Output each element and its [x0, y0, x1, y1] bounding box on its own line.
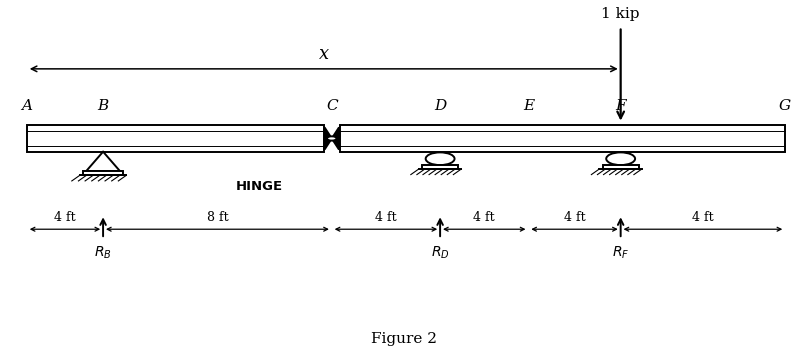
Text: E: E	[523, 99, 534, 113]
FancyBboxPatch shape	[340, 125, 785, 152]
Text: C: C	[326, 99, 338, 113]
Text: x: x	[318, 44, 329, 63]
Circle shape	[606, 153, 635, 165]
Text: B: B	[98, 99, 109, 113]
Bar	[603, 165, 638, 169]
Text: 1 kip: 1 kip	[601, 7, 640, 21]
Polygon shape	[332, 127, 339, 150]
Circle shape	[327, 136, 337, 141]
FancyBboxPatch shape	[27, 125, 324, 152]
Polygon shape	[86, 152, 120, 171]
Text: $R_B$: $R_B$	[95, 245, 112, 261]
Text: 4 ft: 4 ft	[692, 211, 713, 224]
Text: $R_F$: $R_F$	[612, 245, 629, 261]
Text: Figure 2: Figure 2	[371, 333, 437, 347]
Bar	[83, 171, 123, 175]
Bar	[422, 165, 458, 169]
Polygon shape	[325, 127, 332, 150]
Circle shape	[426, 153, 455, 165]
Text: G: G	[779, 99, 791, 113]
Text: $R_D$: $R_D$	[431, 245, 449, 261]
Text: 4 ft: 4 ft	[54, 211, 76, 224]
Text: F: F	[616, 99, 626, 113]
Text: A: A	[21, 99, 32, 113]
Text: 4 ft: 4 ft	[564, 211, 585, 224]
Text: 8 ft: 8 ft	[207, 211, 228, 224]
Text: 4 ft: 4 ft	[473, 211, 495, 224]
Text: HINGE: HINGE	[236, 180, 283, 193]
Text: D: D	[434, 99, 446, 113]
Text: 4 ft: 4 ft	[375, 211, 397, 224]
